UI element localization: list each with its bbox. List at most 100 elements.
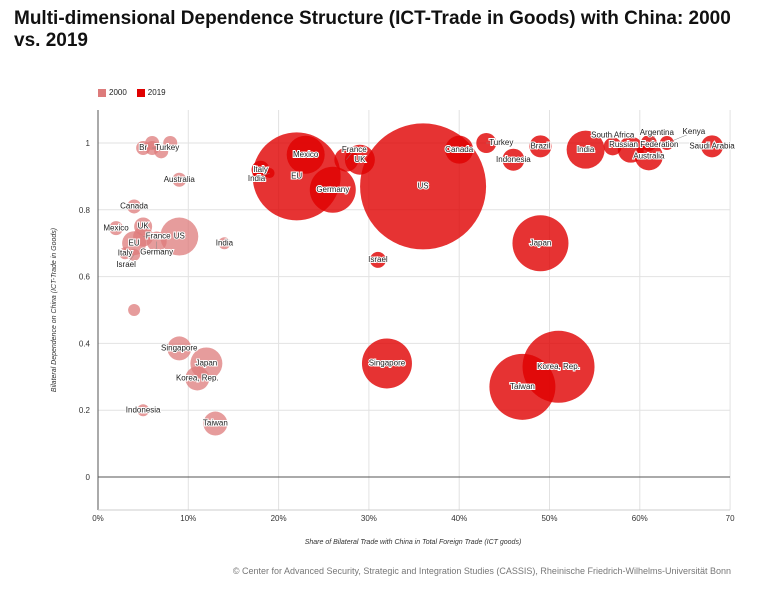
bubble-label: Australia <box>633 151 665 160</box>
x-tick-label: 30% <box>361 514 377 523</box>
x-tick-label: 50% <box>541 514 557 523</box>
bubble-2019-india[interactable] <box>566 130 605 169</box>
bubble-label: Korea, Rep. <box>176 374 219 383</box>
bubble-label: India <box>577 145 595 154</box>
bubble-label: Australia <box>164 175 196 184</box>
legend-swatch-2000 <box>98 88 106 97</box>
x-tick-label: 10% <box>180 514 196 523</box>
bubble-label: Russian Federation <box>609 140 678 149</box>
x-tick-label: 0% <box>92 514 104 523</box>
footer-credit: © Center for Advanced Security, Strategi… <box>232 566 731 576</box>
y-tick-label: 0.8 <box>79 206 91 215</box>
bubble-2019-singapore[interactable] <box>361 338 412 389</box>
bubble-2019-saudi-arabia[interactable] <box>701 135 724 158</box>
bubble-2019-japan[interactable] <box>512 215 569 272</box>
y-axis-title: Bilateral Dependence on China (ICT-Trade… <box>51 228 58 392</box>
bubble-2019-canada[interactable] <box>445 135 474 164</box>
bubble-label: France <box>146 232 171 241</box>
bubble-2019-taiwan[interactable] <box>489 353 556 420</box>
bubble-label: EU <box>129 238 140 247</box>
x-tick-label: 40% <box>451 514 467 523</box>
bubble-2000-indonesia[interactable] <box>137 404 150 417</box>
bubble-2019-indonesia[interactable] <box>502 148 525 171</box>
bubble-label: Canada <box>120 202 149 211</box>
x-tick-label: 70 <box>726 514 735 523</box>
bubble-label: US <box>418 182 429 191</box>
bubble-label: Singapore <box>161 344 198 353</box>
bubble-2000-unlabeled[interactable] <box>163 136 178 150</box>
bubble-label: India <box>216 238 234 247</box>
bubble-2000-us[interactable] <box>160 217 199 256</box>
bubble-label: Germany <box>140 248 173 257</box>
label-leader-line <box>648 132 658 144</box>
bubble-label: Kenya <box>683 127 706 136</box>
bubble-label: Singapore <box>369 359 406 368</box>
bubble-label: Germany <box>316 185 349 194</box>
bubble-label: UK <box>354 155 366 164</box>
bubble-label: Indonesia <box>496 155 531 164</box>
bubble-label: Japan <box>195 359 217 368</box>
bubble-label: Turkey <box>489 138 513 147</box>
bubble-label: South Africa <box>591 130 635 139</box>
legend-item-2019[interactable]: 2019 <box>136 88 166 97</box>
bubble-label: Italy <box>253 165 268 174</box>
y-tick-label: 1 <box>86 139 91 148</box>
bubble-label: Israel <box>116 260 136 269</box>
bubble-2000-taiwan[interactable] <box>203 411 228 436</box>
bubble-2019-australia[interactable] <box>634 142 663 171</box>
label-leader-line <box>256 172 270 180</box>
bubble-2000-unlabeled[interactable] <box>145 136 160 150</box>
bubble-label: Mexico <box>103 223 129 232</box>
bubble-label: Italy <box>118 248 133 257</box>
bubble-2019-israel[interactable] <box>369 251 386 268</box>
bubble-2000-unlabeled[interactable] <box>128 304 141 316</box>
bubble-2019-germany[interactable] <box>309 166 356 213</box>
bubble-label: Canada <box>445 145 474 154</box>
label-leader-line <box>125 254 135 266</box>
y-tick-label: 0.2 <box>79 406 91 415</box>
bubble-label: Brazil <box>530 141 550 150</box>
bubble-label: EU <box>291 172 302 181</box>
bubble-label: Indonesia <box>126 405 161 414</box>
label-leader-line <box>666 131 694 144</box>
bubble-label: Br <box>139 143 147 152</box>
bubble-label: Turkey <box>155 143 179 152</box>
bubble-2000-korea-rep-[interactable] <box>185 366 210 391</box>
bubble-label: Taiwan <box>510 382 535 391</box>
x-tick-label: 60% <box>632 514 648 523</box>
y-tick-label: 0.4 <box>79 339 91 348</box>
bubble-label: Mexico <box>293 150 319 159</box>
bubble-label: India <box>248 174 266 183</box>
bubble-2000-india[interactable] <box>218 237 231 250</box>
bubble-2019-mexico[interactable] <box>286 135 325 174</box>
bubble-2000-italy[interactable] <box>119 247 132 260</box>
bubble-label: US <box>174 232 185 241</box>
legend-label-2000: 2000 <box>109 88 127 97</box>
legend-item-2000[interactable]: 2000 <box>98 88 127 97</box>
x-tick-label: 20% <box>271 514 287 523</box>
bubble-label: Taiwan <box>203 419 228 428</box>
y-tick-label: 0.6 <box>79 273 91 282</box>
bubble-2000-singapore[interactable] <box>167 336 192 361</box>
bubble-label: Korea, Rep. <box>537 362 580 371</box>
bubble-label: France <box>342 145 367 154</box>
legend-label-2019: 2019 <box>147 88 166 97</box>
legend: 2000 2019 <box>98 88 166 97</box>
legend-swatch-2019 <box>136 88 145 97</box>
bubble-2000-canada[interactable] <box>127 199 142 214</box>
label-leader-line <box>346 149 355 160</box>
bubble-label: Argentina <box>640 128 675 137</box>
bubble-2019-brazil[interactable] <box>529 135 552 158</box>
bubble-2000-mexico[interactable] <box>109 221 124 236</box>
chart-title: Multi-dimensional Dependence Structure (… <box>14 8 731 51</box>
bubble-2000-australia[interactable] <box>172 172 187 187</box>
y-tick-label: 0 <box>86 473 91 482</box>
bubble-label: Japan <box>530 238 552 247</box>
label-leader-line <box>630 144 644 150</box>
x-axis-title: Share of Bilateral Trade with China in T… <box>305 539 522 546</box>
bubble-label: Saudi Arabia <box>689 141 735 150</box>
bubble-label: UK <box>138 222 150 231</box>
bubble-label: Israel <box>368 255 388 264</box>
